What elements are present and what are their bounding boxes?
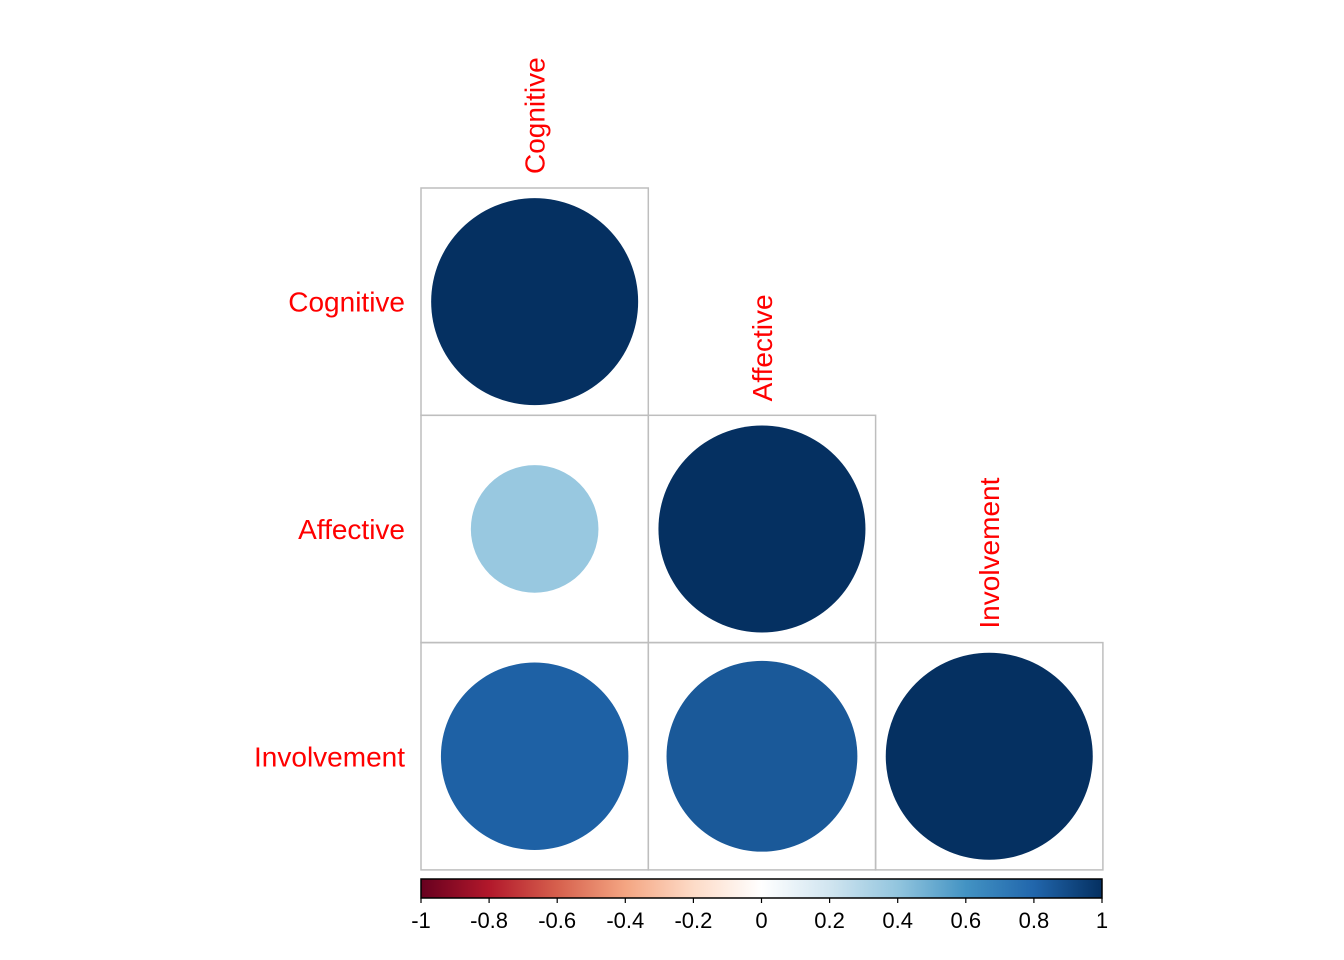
color-legend-bar: [420, 878, 1103, 899]
row-label-affective: Affective: [298, 514, 405, 545]
legend-tick-label: 0: [755, 908, 767, 933]
correlation-circle-involvement-cognitive: [440, 662, 629, 850]
legend-tick-label: -0.8: [470, 908, 508, 933]
correlation-circle-affective-cognitive: [470, 465, 599, 593]
legend-tick-label: -0.6: [538, 908, 576, 933]
color-legend: -1 -0.8 -0.6 -0.4 -0.2 0 0.2 0.4 0.6 0.8 1: [411, 878, 1108, 933]
legend-tick-label: -0.2: [674, 908, 712, 933]
variable-labels: Cognitive Affective Involvement Cognitive Af…: [254, 57, 1005, 772]
correlation-circle-affective-affective: [658, 425, 866, 633]
color-legend-ticks: -1 -0.8 -0.6 -0.4 -0.2 0 0.2 0.4 0.6 0.8 1: [411, 898, 1108, 933]
row-label-involvement: Involvement: [254, 741, 405, 772]
correlation-circle-cognitive-cognitive: [431, 198, 639, 406]
legend-tick-label: 0.6: [951, 908, 982, 933]
legend-tick-label: 0.2: [814, 908, 845, 933]
correlation-circle-involvement-involvement: [885, 652, 1093, 860]
legend-tick-label: -0.4: [606, 908, 644, 933]
row-label-cognitive: Cognitive: [288, 287, 405, 318]
legend-tick-label: -1: [411, 908, 431, 933]
column-label-cognitive: Cognitive: [520, 57, 551, 174]
legend-tick-label: 0.4: [882, 908, 913, 933]
matrix-grid: [420, 187, 1104, 871]
legend-tick-label: 0.8: [1019, 908, 1050, 933]
correlation-circles: [431, 198, 1093, 860]
column-label-affective: Affective: [747, 294, 778, 401]
column-label-involvement: Involvement: [974, 477, 1005, 628]
correlation-circle-involvement-affective: [666, 660, 858, 852]
matrix-cell-involvement-involvement: [874, 641, 1104, 871]
legend-tick-label: 1: [1096, 908, 1108, 933]
